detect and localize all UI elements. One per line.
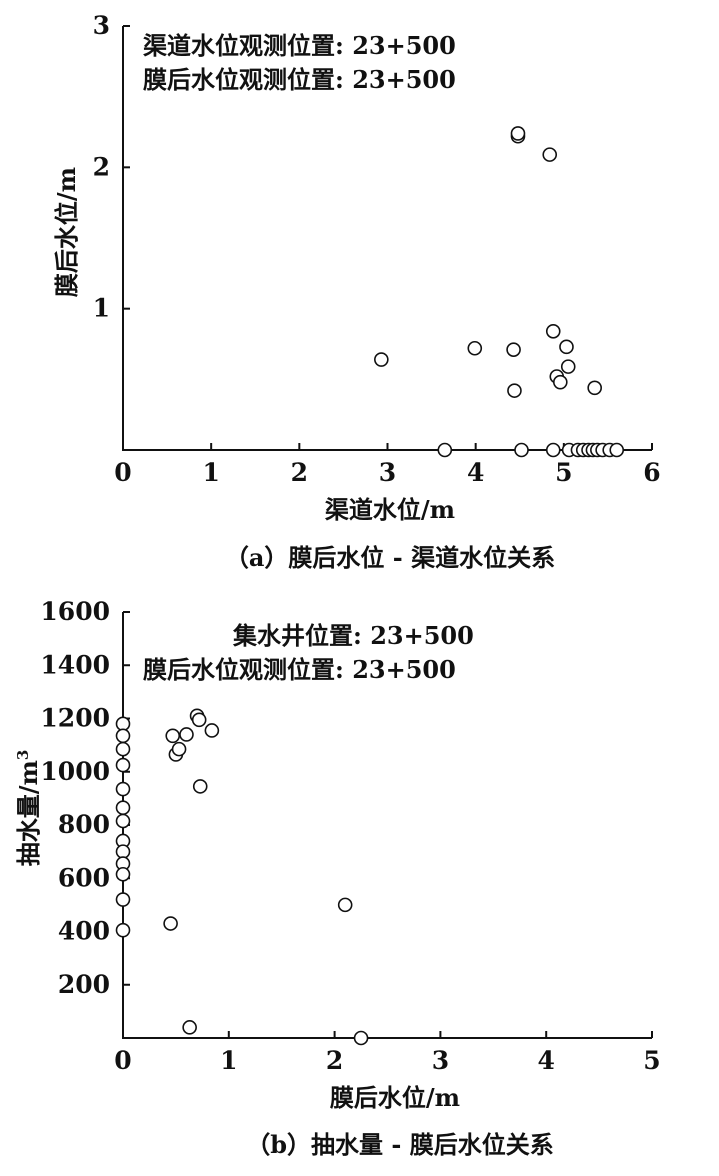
chart-a-data-point — [437, 442, 453, 458]
chart-b-annotation-2: 膜后水位观测位置: 23+500 — [142, 655, 456, 684]
chart-b-points — [115, 708, 369, 1046]
chart-a-data-point — [374, 352, 389, 367]
chart-a-y-tick-label: 3 — [93, 11, 110, 40]
chart-b: 0 1 2 3 4 5 200 400 600 800 1000 1200 1400 1600 集水井位置… — [14, 597, 661, 1159]
chart-a-x-tick-label: 2 — [291, 458, 308, 487]
chart-a-ticks: 0 1 2 3 4 5 6 1 2 3 — [93, 11, 661, 487]
chart-a-data-point — [559, 339, 574, 355]
chart-b-data-point — [171, 741, 187, 757]
chart-a-y-tick-label: 1 — [93, 294, 110, 323]
chart-b-data-point — [115, 844, 131, 859]
chart-b-data-point — [115, 781, 131, 797]
chart-a: 0 1 2 3 4 5 6 1 2 3 渠道水位观测位置: 23+500 膜后水位观测位置: 23… — [52, 11, 661, 572]
chart-a-x-tick-label: 6 — [643, 458, 660, 487]
chart-a-data-point — [507, 383, 522, 398]
chart-b-data-point — [115, 800, 131, 815]
chart-b-data-point — [115, 813, 131, 829]
chart-a-data-point — [545, 442, 561, 458]
chart-b-data-point — [115, 866, 131, 882]
chart-a-x-tick-label: 4 — [467, 458, 484, 487]
chart-b-y-tick-label: 1000 — [40, 757, 110, 786]
chart-a-data-point — [553, 374, 568, 390]
chart-a-data-point — [467, 340, 483, 356]
chart-a-caption: （a）膜后水位 - 渠道水位关系 — [225, 543, 555, 572]
chart-a-x-tick-label: 0 — [114, 458, 131, 487]
chart-a-data-point — [587, 380, 602, 396]
chart-a-data-point — [560, 359, 576, 374]
chart-b-y-axis-label-text: 抽水量/m — [14, 760, 43, 866]
chart-b-y-tick-label: 1600 — [40, 597, 110, 626]
chart-b-data-point — [115, 922, 131, 938]
chart-b-y-tick-label: 800 — [58, 810, 110, 839]
chart-a-points — [374, 126, 625, 458]
chart-b-annotation-1: 集水井位置: 23+500 — [232, 621, 474, 650]
chart-a-x-tick-label: 3 — [379, 458, 396, 487]
chart-b-data-point — [204, 723, 220, 738]
chart-b-data-point — [182, 1020, 197, 1035]
chart-b-x-tick-label: 2 — [326, 1046, 343, 1075]
chart-a-data-point — [542, 147, 558, 162]
chart-b-x-tick-label: 3 — [432, 1046, 449, 1075]
chart-a-x-axis-label: 渠道水位/m — [325, 495, 455, 524]
chart-a-data-point — [609, 442, 625, 458]
chart-b-x-tick-label: 0 — [114, 1046, 131, 1075]
chart-b-data-point — [115, 757, 131, 773]
chart-b-data-point — [337, 897, 353, 913]
chart-b-data-point — [191, 712, 207, 728]
chart-a-data-point — [506, 342, 521, 357]
chart-a-data-point — [545, 323, 561, 339]
chart-b-data-point — [353, 1030, 369, 1046]
chart-a-y-axis-label: 膜后水位/m — [52, 167, 81, 298]
chart-b-data-point — [163, 916, 178, 931]
chart-b-data-point — [165, 728, 181, 744]
chart-a-annotation-2: 膜后水位观测位置: 23+500 — [142, 65, 456, 94]
chart-b-y-tick-label: 1200 — [40, 704, 110, 733]
chart-b-data-point — [192, 779, 208, 794]
chart-b-data-point — [115, 741, 131, 757]
chart-b-x-axis-label: 膜后水位/m — [329, 1083, 460, 1112]
chart-a-x-tick-label: 5 — [555, 458, 572, 487]
chart-a-x-tick-label: 1 — [202, 458, 219, 487]
chart-b-data-point — [179, 727, 194, 742]
chart-a-annotation-1: 渠道水位观测位置: 23+500 — [143, 31, 456, 60]
chart-b-data-point — [115, 728, 131, 744]
chart-b-y-tick-label: 600 — [58, 863, 110, 892]
chart-b-y-tick-label: 400 — [58, 917, 110, 946]
chart-a-data-point — [510, 126, 526, 141]
chart-b-y-axis-label: 抽水量/m3 — [14, 750, 43, 867]
chart-b-y-tick-label: 1400 — [40, 650, 110, 679]
chart-b-x-tick-label: 5 — [643, 1046, 660, 1075]
chart-b-data-point — [115, 892, 131, 907]
chart-b-y-tick-label: 200 — [58, 970, 110, 999]
chart-b-x-tick-label: 4 — [537, 1046, 554, 1075]
chart-b-x-tick-label: 1 — [220, 1046, 237, 1075]
chart-b-caption: （b）抽水量 - 膜后水位关系 — [246, 1130, 553, 1159]
chart-b-data-point — [115, 716, 131, 732]
chart-b-y-axis-label-sup: 3 — [14, 750, 32, 760]
chart-b-ticks: 0 1 2 3 4 5 200 400 600 800 1000 1200 1400 1600 — [40, 597, 660, 1075]
chart-a-y-tick-label: 2 — [93, 152, 110, 181]
chart-a-data-point — [514, 442, 529, 458]
